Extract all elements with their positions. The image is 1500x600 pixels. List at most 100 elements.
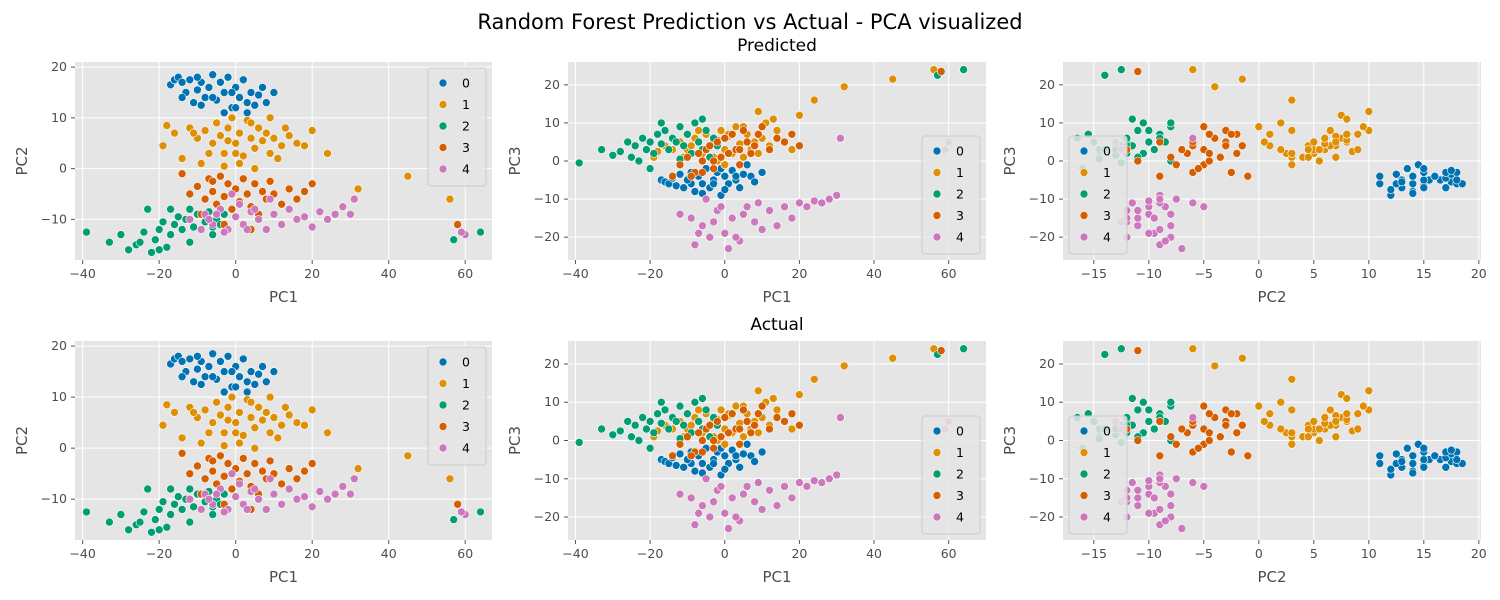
data-point-class-3 [307, 459, 317, 468]
data-point-class-1 [1353, 424, 1363, 434]
data-point-class-1 [787, 424, 797, 434]
y-tick-label: −20 [534, 509, 560, 524]
data-point-class-4 [1177, 524, 1187, 533]
data-point-class-0 [1392, 449, 1401, 459]
y-tick-label: 20 [51, 59, 67, 74]
data-point-class-3 [1232, 149, 1242, 158]
data-point-class-3 [265, 456, 275, 466]
data-point-class-4 [300, 212, 309, 222]
data-point-class-3 [705, 141, 715, 151]
data-point-class-4 [1172, 194, 1181, 204]
data-point-class-3 [742, 417, 752, 426]
data-point-class-1 [258, 136, 267, 145]
data-point-class-0 [235, 93, 244, 102]
data-point-class-3 [250, 179, 260, 189]
data-point-class-3 [1232, 428, 1242, 438]
data-point-class-4 [1150, 493, 1159, 503]
data-point-class-2 [645, 443, 655, 453]
data-point-class-4 [284, 204, 294, 214]
data-point-class-0 [1441, 183, 1451, 192]
legend-marker-1 [1079, 448, 1089, 457]
data-point-class-4 [698, 221, 707, 230]
data-point-class-0 [1408, 189, 1418, 198]
legend-marker-3 [932, 211, 942, 220]
legend-marker-0 [1079, 426, 1089, 436]
data-point-class-1 [888, 353, 898, 363]
data-point-class-2 [139, 507, 149, 517]
data-point-class-4 [817, 478, 827, 487]
data-point-class-4 [739, 489, 748, 499]
x-tick-label: 20 [1471, 546, 1487, 561]
data-point-class-2 [649, 149, 659, 158]
data-point-class-1 [158, 141, 168, 151]
data-point-class-2 [608, 151, 618, 160]
data-point-class-0 [189, 98, 198, 107]
y-tick-label: 20 [1039, 77, 1055, 92]
data-point-class-2 [151, 235, 160, 244]
x-tick-label: −10 [1136, 266, 1162, 281]
x-axis-label: PC1 [269, 568, 298, 586]
x-tick-label: 15 [1416, 266, 1432, 281]
data-point-class-4 [269, 489, 279, 499]
data-point-class-4 [292, 494, 302, 504]
data-point-class-1 [1309, 137, 1319, 147]
data-point-class-1 [1309, 417, 1319, 426]
data-point-class-4 [261, 225, 271, 234]
data-point-class-2 [1166, 118, 1176, 128]
data-point-class-0 [1375, 459, 1385, 468]
scatter-panel-6: −15 −10 −5 0 5 10 15 20 −20 −10 0 10 20 PC2 PC3 0 1 2 3 4 [1001, 341, 1487, 586]
legend-marker-4 [438, 164, 448, 174]
data-point-class-3 [735, 439, 745, 449]
data-point-class-2 [1139, 118, 1148, 128]
data-point-class-3 [739, 126, 748, 135]
x-axis-label: PC1 [269, 288, 298, 306]
x-tick-label: 15 [1416, 546, 1432, 561]
data-point-class-1 [353, 184, 363, 194]
data-point-class-1 [1188, 65, 1198, 74]
data-point-class-2 [124, 525, 133, 535]
data-point-class-0 [1408, 179, 1418, 189]
data-point-class-4 [1155, 474, 1165, 484]
data-point-class-0 [204, 83, 214, 92]
data-point-class-1 [1304, 145, 1313, 154]
data-point-class-2 [656, 139, 666, 149]
data-point-class-3 [300, 187, 309, 196]
legend-label-0: 0 [956, 144, 964, 159]
x-tick-label: 60 [941, 266, 957, 281]
data-point-class-1 [223, 136, 233, 145]
legend-label-4: 4 [1103, 230, 1111, 245]
data-point-class-4 [250, 204, 260, 214]
data-point-class-2 [143, 484, 152, 494]
data-point-class-1 [273, 433, 283, 443]
x-tick-label: 5 [1310, 266, 1318, 281]
data-point-class-3 [750, 141, 759, 151]
data-point-class-3 [757, 122, 767, 131]
data-point-class-2 [1144, 137, 1154, 147]
data-point-class-3 [712, 417, 722, 426]
data-point-class-0 [219, 367, 229, 376]
data-point-class-3 [727, 130, 737, 139]
data-point-class-4 [1150, 213, 1159, 223]
data-point-class-0 [208, 93, 217, 102]
data-point-class-0 [735, 183, 745, 192]
data-point-class-4 [698, 501, 707, 510]
data-point-class-3 [200, 474, 210, 484]
data-point-class-1 [254, 402, 263, 412]
data-point-class-0 [690, 187, 700, 196]
y-tick-label: 10 [544, 394, 560, 409]
data-point-class-3 [177, 448, 187, 458]
x-tick-label: 0 [232, 546, 240, 561]
data-point-class-4 [235, 479, 244, 489]
data-point-class-3 [284, 464, 294, 473]
data-point-class-0 [254, 90, 263, 100]
data-point-class-2 [449, 515, 459, 524]
data-point-class-1 [307, 126, 317, 135]
data-point-class-4 [1172, 474, 1181, 484]
legend-label-4: 4 [462, 441, 470, 456]
legend-label-3: 3 [1103, 488, 1111, 503]
x-tick-label: −15 [1081, 546, 1107, 561]
data-point-class-1 [250, 443, 260, 453]
data-point-class-0 [261, 377, 271, 387]
data-point-class-1 [239, 431, 248, 440]
